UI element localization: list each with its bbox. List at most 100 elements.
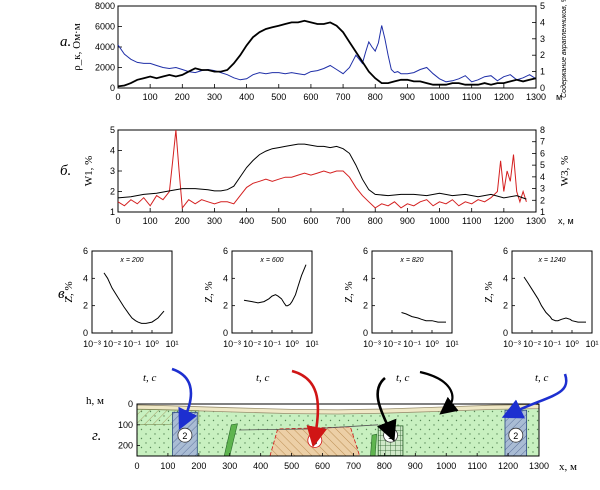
y-right-tick-label: 4: [540, 17, 545, 27]
x-tick-label: 10¹: [165, 339, 178, 349]
y-tick-label: 2: [503, 301, 508, 311]
x-tick-label: 400: [239, 92, 254, 102]
y-left-tick-label: 8000: [95, 1, 115, 11]
y-right-tick-label: 0: [540, 83, 545, 93]
x-tick-label: 10⁻²: [103, 339, 121, 349]
x-tick-label: 10¹: [305, 339, 318, 349]
y-left-tick-label: 0: [110, 83, 115, 93]
x-tick-label: 0: [115, 216, 120, 226]
y-axis-label: h, м: [86, 395, 104, 407]
x-tick-label: 10¹: [585, 339, 598, 349]
x-tick-label: 500: [284, 461, 299, 471]
x-tick-label: 0: [115, 92, 120, 102]
x-tick-label: 1000: [430, 92, 450, 102]
y-right-tick-label: 2: [540, 195, 545, 205]
y-axis-label: Z, %: [343, 281, 355, 302]
y-right-axis-label: Содержание вкрапленников, %: [560, 0, 568, 98]
y-right-tick-label: 3: [540, 184, 545, 194]
y-tick-label: 6: [223, 246, 228, 256]
x-tick-label: 100: [143, 92, 158, 102]
arrow-time-label: t, с: [256, 372, 270, 384]
x-tick-label: 900: [400, 216, 415, 226]
y-right-tick-label: 4: [540, 172, 545, 182]
pointer-arrow-0: [171, 367, 198, 431]
x-tick-label: 500: [271, 92, 286, 102]
y-tick-label: 100: [118, 420, 133, 430]
x-tick-label: 700: [336, 92, 351, 102]
subplot-title: x = 200: [119, 257, 143, 264]
decay-subplot-2: 0 2 4 6 10⁻³ 10⁻² 10⁻¹ 10⁰ 10¹ x = 820 Z, %: [343, 246, 459, 349]
x-tick-label: 10⁻²: [383, 339, 401, 349]
pointer-arrow-1: [291, 369, 327, 448]
x-tick-label: 10⁻¹: [263, 339, 281, 349]
x-tick-label: 10⁻³: [363, 339, 381, 349]
zone-3: 2: [504, 409, 528, 457]
zone-number-circle: [508, 427, 524, 443]
x-tick-label: 200: [175, 92, 190, 102]
y-right-tick-label: 5: [540, 1, 545, 11]
y-tick-label: 0: [223, 328, 228, 338]
panel-label: б.: [60, 163, 71, 179]
y-right-axis-label: W3, %: [559, 156, 571, 187]
x-tick-label: 0: [134, 461, 139, 471]
x-tick-label: 10⁻¹: [543, 339, 561, 349]
x-tick-label: 10¹: [445, 339, 458, 349]
y-tick-label: 0: [83, 328, 88, 338]
x-tick-label: 1200: [498, 461, 518, 471]
x-tick-label: 900: [400, 92, 415, 102]
x-tick-label: 10⁰: [565, 339, 579, 349]
y-axis-label: Z, %: [63, 281, 75, 302]
y-right-tick-label: 1: [540, 207, 545, 217]
y-tick-label: 2: [83, 301, 88, 311]
x-tick-label: 10⁻³: [83, 339, 101, 349]
y-left-tick-label: 4000: [95, 42, 115, 52]
zone-number: 2: [182, 431, 187, 441]
zone-number: 2: [513, 431, 518, 441]
x-tick-label: 10⁻¹: [123, 339, 141, 349]
y-right-tick-label: 5: [540, 160, 545, 170]
x-tick-label: 1000: [436, 461, 456, 471]
decay-subplot-3: 0 2 4 6 10⁻³ 10⁻² 10⁻¹ 10⁰ 10¹ x = 1240 Z, %: [483, 246, 599, 349]
series-line-1: [117, 143, 527, 200]
x-tick-label: 800: [377, 461, 392, 471]
panel-label: а.: [60, 34, 71, 50]
y-right-tick-label: 8: [540, 125, 545, 135]
pointer-arrow-2: [376, 376, 397, 442]
y-left-tick-label: 5: [110, 125, 115, 135]
panel-d: 231 20 100 200 300 400 500 600 700 800 900 1000 1100…: [86, 367, 577, 473]
x-tick-label: 10⁻³: [223, 339, 241, 349]
x-tick-label: 1200: [494, 216, 514, 226]
zone-number: 1: [388, 431, 393, 441]
series-line-0: [117, 129, 527, 210]
decay-subplot-1: 0 2 4 6 10⁻³ 10⁻² 10⁻¹ 10⁰ 10¹ x = 600 Z, %: [203, 246, 319, 349]
subplot-title: x = 820: [399, 257, 423, 264]
x-tick-label: 300: [222, 461, 237, 471]
x-tick-label: 600: [303, 92, 318, 102]
x-tick-label: 10⁻³: [503, 339, 521, 349]
arrow-time-label: t, с: [396, 372, 410, 384]
y-tick-label: 4: [503, 273, 508, 283]
y-left-tick-label: 6000: [95, 22, 115, 32]
y-tick-label: 4: [223, 273, 228, 283]
y-tick-label: 6: [503, 246, 508, 256]
decay-curve: [523, 276, 586, 323]
x-tick-label: 800: [368, 92, 383, 102]
subplot-title: x = 1240: [537, 257, 565, 264]
x-tick-label: 10⁻¹: [403, 339, 421, 349]
decay-curve: [401, 312, 446, 323]
x-unit-label: х, м: [558, 216, 574, 226]
x-tick-label: 100: [160, 461, 175, 471]
x-tick-label: 800: [368, 216, 383, 226]
decay-subplot-0: 0 2 4 6 10⁻³ 10⁻² 10⁻¹ 10⁰ 10¹ x = 200 Z, %: [63, 246, 179, 349]
x-tick-label: 1200: [494, 92, 514, 102]
y-left-tick-label: 2: [110, 187, 115, 197]
x-tick-label: 500: [271, 216, 286, 226]
subplot-title: x = 600: [259, 257, 283, 264]
y-axis-label: Z, %: [483, 281, 495, 302]
y-left-axis-label: ρ_к, Ом·м: [71, 23, 83, 70]
decay-curve: [103, 272, 165, 324]
series-line-0: [117, 25, 537, 83]
y-tick-label: 0: [128, 399, 133, 409]
